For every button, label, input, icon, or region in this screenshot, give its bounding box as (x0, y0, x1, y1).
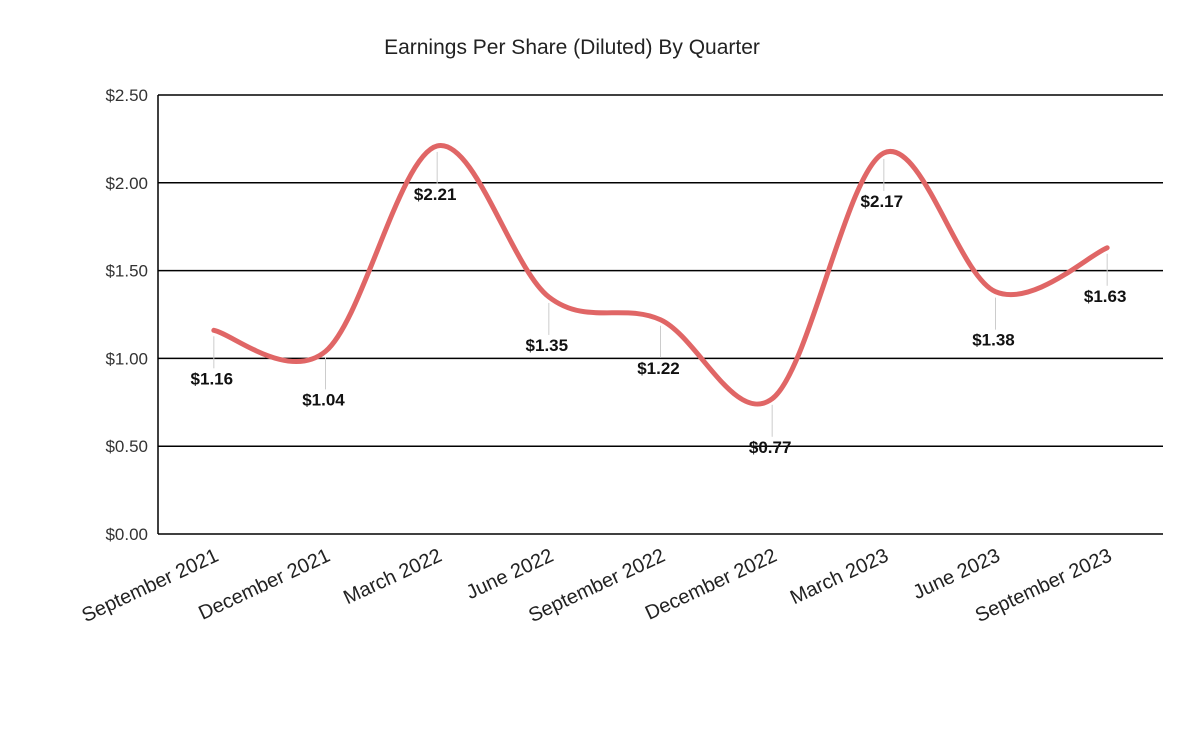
data-label: $1.63 (1084, 287, 1127, 306)
y-tick-label: $1.50 (105, 262, 148, 281)
data-label-leaders (213, 151, 1108, 437)
x-tick-label: March 2023 (787, 545, 892, 610)
y-tick-label: $2.00 (105, 174, 148, 193)
data-label: $1.04 (302, 390, 345, 409)
data-label: $1.16 (191, 369, 234, 388)
gridlines (158, 94, 1163, 535)
data-label: $1.38 (972, 331, 1015, 350)
data-label: $2.17 (861, 192, 904, 211)
x-tick-label: March 2022 (340, 545, 445, 610)
y-tick-label: $0.00 (105, 525, 148, 544)
chart-title: Earnings Per Share (Diluted) By Quarter (384, 36, 760, 59)
data-label: $1.22 (637, 359, 680, 378)
y-tick-label: $1.00 (105, 349, 148, 368)
y-tick-label: $0.50 (105, 437, 148, 456)
y-axis-tick-labels: $0.00 $0.50 $1.00 $1.50 $2.00 $2.50 (105, 86, 148, 544)
series-line (211, 143, 1110, 407)
data-labels: $1.16 $1.04 $2.21 $1.35 $1.22 $0.77 $2.17 $1.38… (191, 185, 1127, 457)
data-label: $1.35 (526, 336, 569, 355)
data-label: $2.21 (414, 185, 457, 204)
x-tick-label: June 2023 (910, 545, 1004, 604)
x-tick-label: June 2022 (463, 545, 557, 604)
y-tick-label: $2.50 (105, 86, 148, 105)
data-label: $0.77 (749, 438, 792, 457)
